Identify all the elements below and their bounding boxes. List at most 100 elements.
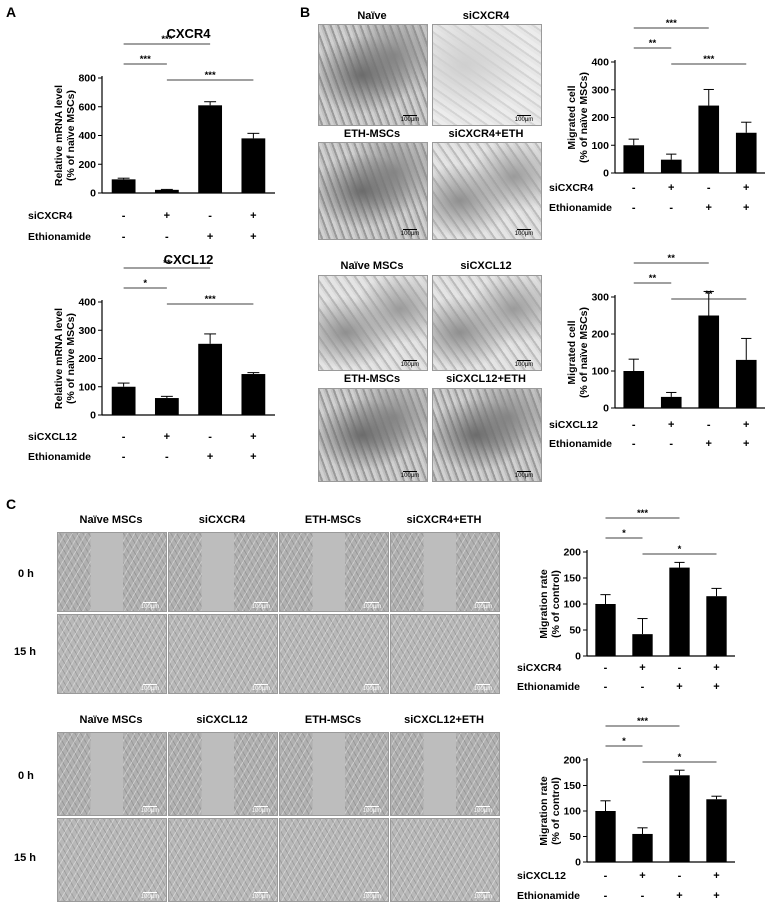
y-tick-label: 0 (90, 410, 96, 422)
condition-sign: + (713, 662, 719, 674)
micrograph-title: Naïve MSCs (340, 260, 404, 272)
significance-label: * (678, 752, 682, 763)
scratch-image: 100μm (57, 532, 167, 612)
y-axis-label: (% of control) (550, 570, 562, 638)
significance-label: ** (649, 38, 657, 49)
bar (632, 833, 653, 862)
y-tick-label: 200 (563, 547, 581, 559)
y-axis-label: (% of naïve MSCs) (65, 90, 77, 181)
micrograph: 100μm (318, 275, 428, 371)
bar (623, 371, 645, 408)
micrograph: 100μm (432, 388, 542, 482)
scratch-image: 100μm (279, 614, 389, 694)
chart-a-cxcl12: CXCL12 Relative mRNA level (% of naïve MSC… (28, 252, 275, 463)
bar (241, 374, 266, 415)
micrograph-title: ETH-MSCs (343, 128, 401, 140)
scale-bar: 100μm (514, 471, 534, 479)
y-tick-label: 200 (591, 329, 609, 341)
bar (669, 775, 690, 862)
time-label: 15 h (14, 852, 37, 864)
scale-bar: 100μm (473, 684, 493, 692)
y-tick-label: 0 (603, 403, 609, 415)
condition-sign: + (207, 451, 213, 463)
bar (623, 145, 645, 173)
bar (595, 811, 616, 862)
time-label: 15 h (14, 646, 37, 658)
significance-label: * (678, 544, 682, 555)
condition-sign: - (669, 438, 673, 450)
micrograph-title: siCXCR4 (462, 10, 510, 22)
significance-label: *** (637, 716, 648, 727)
condition-label: Ethionamide (28, 231, 91, 243)
condition-sign: + (676, 890, 682, 902)
y-tick-label: 100 (563, 599, 581, 611)
condition-sign: - (641, 890, 645, 902)
scale-bar: 100μm (140, 892, 160, 900)
scratch-image: 100μm (57, 818, 167, 902)
condition-sign: + (250, 431, 256, 443)
significance-label: *** (666, 18, 677, 29)
bar (198, 343, 223, 415)
y-tick-label: 50 (569, 831, 581, 843)
condition-label: siCXCR4 (28, 210, 73, 222)
scratch-image: 100μm (168, 818, 278, 902)
scale-bar: 100μm (400, 360, 420, 368)
scale-bar: 100μm (362, 892, 382, 900)
condition-label: siCXCL12 (28, 431, 77, 443)
y-tick-label: 400 (78, 297, 96, 309)
scratch-image: 100μm (57, 614, 167, 694)
scale-bar: 100μm (473, 806, 493, 814)
condition-sign: + (250, 231, 256, 243)
y-tick-label: 200 (78, 353, 96, 365)
y-tick-label: 150 (563, 573, 581, 585)
y-tick-label: 300 (78, 325, 96, 337)
image-title: ETH-MSCs (304, 514, 362, 526)
micrograph: 100μm (432, 24, 542, 126)
condition-sign: + (706, 438, 712, 450)
condition-sign: + (250, 210, 256, 222)
bar (735, 359, 757, 408)
y-tick-label: 300 (591, 292, 609, 304)
y-tick-label: 0 (575, 857, 581, 869)
scratch-image: 100μm (390, 732, 500, 816)
condition-label: Ethionamide (549, 438, 612, 450)
bar (111, 179, 136, 193)
image-title: siCXCL12+ETH (404, 714, 484, 726)
scale-bar: 100μm (140, 806, 160, 814)
bar (698, 105, 720, 173)
y-tick-label: 100 (78, 381, 96, 393)
y-tick-label: 50 (569, 625, 581, 637)
condition-sign: - (122, 451, 126, 463)
significance-label: *** (703, 54, 714, 65)
micrograph-title: siCXCL12+ETH (446, 373, 526, 385)
condition-sign: - (604, 870, 608, 882)
condition-sign: - (632, 438, 636, 450)
condition-sign: - (122, 231, 126, 243)
y-tick-label: 0 (90, 188, 96, 200)
scale-bar: 100μm (514, 115, 534, 123)
image-title: Naïve MSCs (79, 714, 143, 726)
y-axis-label: (% of control) (550, 777, 562, 845)
scale-bar: 100μm (140, 684, 160, 692)
bar (111, 386, 136, 415)
chart-b-cxcr4: Migrated cell (% of naïve MSCs) 0 100 200 300… (549, 18, 765, 214)
bar (595, 604, 616, 656)
scale-bar: 100μm (362, 602, 382, 610)
y-tick-label: 100 (563, 806, 581, 818)
y-tick-label: 100 (591, 366, 609, 378)
scale-bar: 100μm (251, 892, 271, 900)
scale-bar: 100μm (473, 892, 493, 900)
panel-label-a: A (6, 4, 17, 20)
condition-sign: - (641, 681, 645, 693)
scratch-image: 100μm (279, 732, 389, 816)
y-tick-label: 0 (603, 168, 609, 180)
condition-label: siCXCR4 (549, 182, 594, 194)
bar (706, 596, 727, 656)
y-tick-label: 200 (591, 112, 609, 124)
y-tick-label: 100 (591, 140, 609, 152)
condition-sign: - (678, 870, 682, 882)
bar (698, 315, 720, 408)
condition-label: siCXCR4 (517, 662, 562, 674)
significance-label: ** (649, 273, 657, 284)
condition-sign: + (668, 419, 674, 431)
